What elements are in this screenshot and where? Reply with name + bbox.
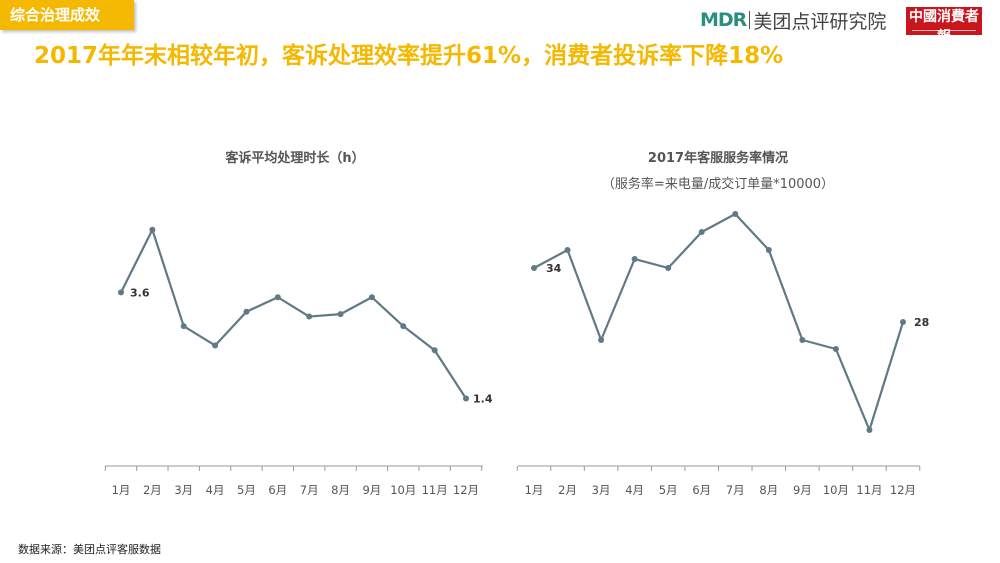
chart-2-data-point [832, 346, 839, 352]
chart-1-tick-label: 11月 [422, 483, 448, 497]
chart-1-title: 客诉平均处理时长（h） [225, 151, 365, 166]
chart-1-tick-label: 10月 [390, 483, 416, 497]
chart-1-data-point [368, 294, 375, 301]
chart-2-plot: 1月 2月 3月 4月 5月 6月 7月 8月 9月 10月 11月 12月 34 28 [516, 211, 929, 497]
chart-1-data-point [431, 347, 438, 354]
chart-2-data-point [900, 319, 906, 325]
chart-1-data-point [149, 226, 156, 233]
chart-2-tick-label: 2月 [558, 483, 577, 497]
chart-1-tick-label: 7月 [300, 483, 319, 497]
chart-1-data-point [306, 313, 313, 320]
consumer-daily-logo-text: 中國消費者報 [909, 9, 979, 45]
chart-2-tick-label: 3月 [592, 483, 611, 497]
chart-1-data-point [274, 294, 281, 301]
chart-2-subtitle: （服务率=来电量/成交订单量*10000） [601, 177, 835, 192]
chart-2-data-point [598, 337, 605, 343]
data-source-note: 数据来源：美团点评客服数据 [18, 543, 161, 556]
chart-2-tick-label: 1月 [525, 483, 544, 497]
chart-2-data-point [765, 247, 772, 253]
chart-1-data-point [118, 289, 124, 296]
chart-1-tick-label: 5月 [237, 483, 256, 497]
chart-2-series-line [533, 212, 905, 432]
chart-2-data-point [799, 337, 806, 343]
chart-2-tick-label: 12月 [890, 483, 916, 497]
chart-1-tick-label: 8月 [331, 483, 350, 497]
chart-2-tick-label: 7月 [726, 483, 745, 497]
chart-1-data-point [400, 323, 407, 330]
chart-1-data-label: 1.4 [473, 393, 493, 406]
headline: 2017年年末相较年初，客诉处理效率提升61%，消费者投诉率下降18% [34, 43, 784, 69]
chart-2-data-label: 34 [546, 262, 562, 275]
chart-1-data-point [212, 342, 219, 349]
chart-2-data-point [665, 265, 672, 271]
chart-2-title: 2017年客服服务率情况 [647, 151, 789, 166]
chart-1-data-point [180, 323, 187, 330]
chart-2-data-point [866, 427, 873, 433]
chart-2-tick-label: 9月 [793, 483, 812, 497]
chart-2-tick-label: 4月 [625, 483, 644, 497]
chart-1-tick-label: 1月 [112, 483, 131, 497]
chart-1-tick-label: 4月 [206, 483, 225, 497]
chart-1-data-label: 3.6 [130, 286, 150, 299]
chart-2-tick-label: 8月 [759, 483, 778, 497]
chart-2-data-point [732, 211, 739, 217]
chart-2-tick-label: 10月 [823, 483, 849, 497]
chart-2-tick-label: 6月 [692, 483, 711, 497]
chart-2-data-point [564, 247, 571, 253]
chart-1-tick-label: 12月 [453, 483, 479, 497]
chart-2-tick-label: 5月 [659, 483, 678, 497]
consumer-daily-logo-rule [912, 30, 976, 34]
section-tag: 综合治理成效 [0, 0, 134, 30]
logo-divider [749, 11, 751, 29]
chart-1-data-point [243, 308, 250, 315]
chart-1-plot: 1月 2月 3月 4月 5月 6月 7月 8月 9月 10月 11月 12月 3.6 1.4 [104, 226, 493, 497]
chart-1-data-point [463, 395, 469, 402]
chart-1-series-line [120, 228, 467, 400]
mdr-logo: MDR 美团点评研究院 [700, 6, 886, 34]
chart-1-tick-label: 3月 [174, 483, 193, 497]
chart-1-tick-label: 6月 [268, 483, 287, 497]
consumer-daily-logo: 中國消費者報 [906, 7, 982, 45]
chart-1-tick-label: 2月 [143, 483, 162, 497]
mdr-logo-mark: MDR [700, 9, 747, 31]
chart-2-data-point [531, 265, 537, 271]
mdr-logo-text: 美团点评研究院 [753, 10, 887, 33]
chart-2-tick-label: 11月 [856, 483, 882, 497]
chart-1-tick-label: 9月 [362, 483, 381, 497]
chart-2-data-label: 28 [914, 316, 929, 329]
chart-2-data-point [698, 229, 705, 235]
chart-2-data-point [631, 256, 638, 262]
chart-1-data-point [337, 311, 344, 318]
